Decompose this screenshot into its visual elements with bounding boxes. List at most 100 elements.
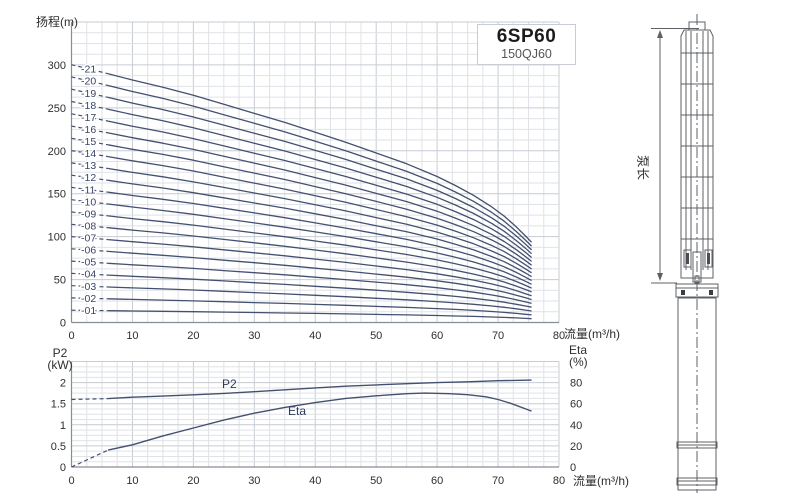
- head-curve-19: [107, 96, 533, 251]
- stage-curve-label: -12: [81, 172, 96, 184]
- stage-curve-label: -15: [81, 136, 96, 148]
- p2-curve: [108, 379, 532, 400]
- power-tick-label: 0: [60, 462, 66, 474]
- power-axis-title: P2: [52, 346, 68, 360]
- main-x-tick-label: 50: [370, 330, 382, 342]
- p2-curve-dashed: [71, 398, 109, 401]
- head-curve-dashed-01: [71, 309, 109, 312]
- eta-curve-label: Eta: [288, 404, 307, 418]
- efficiency-tick-label: 20: [570, 441, 582, 453]
- bottom-x-tick-label: 60: [431, 475, 443, 487]
- head-curve-dashed-18: [71, 100, 109, 110]
- head-curve-dashed-17: [71, 113, 109, 122]
- head-curve-dashed-04: [71, 272, 109, 276]
- model-name: 6SP60: [496, 26, 557, 47]
- stage-curve-label: -14: [81, 148, 96, 160]
- main-x-axis-title: 流量(m³/h): [564, 327, 620, 341]
- head-curve-dashed-16: [71, 125, 109, 134]
- model-alt-name: 150QJ60: [501, 47, 552, 61]
- pump-length-dimension: [651, 28, 699, 284]
- head-curve-dashed-12: [71, 174, 109, 181]
- bottom-x-axis-title: 流量(m³/h): [573, 474, 629, 488]
- main-y-tick-label: 250: [48, 103, 66, 115]
- head-curve-13: [107, 167, 532, 274]
- head-curve-14: [107, 155, 532, 270]
- main-x-tick-label: 40: [309, 330, 321, 342]
- main-y-axis-title: 扬程(m): [36, 15, 78, 29]
- stage-curve-label: -06: [81, 245, 96, 257]
- stage-curve-label: -02: [81, 293, 96, 305]
- main-x-tick-label: 30: [248, 330, 260, 342]
- stage-curve-label: -05: [81, 257, 96, 269]
- main-x-tick-label: 80: [553, 330, 565, 342]
- main-y-tick-label: 100: [48, 232, 66, 244]
- stage-curve-label: -17: [81, 112, 96, 124]
- head-curve-dashed-11: [71, 186, 109, 193]
- stage-curve-label: -08: [81, 220, 96, 232]
- head-curve-dashed-03: [71, 285, 109, 288]
- bottom-x-tick-label: 30: [248, 475, 260, 487]
- stage-curve-label: -03: [81, 281, 96, 293]
- head-curve-20: [107, 84, 533, 247]
- main-y-tick-label: 300: [48, 60, 66, 72]
- head-curve-dashed-09: [71, 211, 109, 217]
- head-curve-dashed-10: [71, 199, 109, 205]
- stage-curve-label: -11: [81, 184, 96, 196]
- efficiency-tick-label: 60: [570, 399, 582, 411]
- head-curve-dashed-06: [71, 248, 109, 252]
- head-curve-10: [108, 203, 532, 285]
- bottom-x-tick-label: 70: [492, 475, 504, 487]
- efficiency-tick-label: 40: [570, 420, 582, 432]
- p2-curve-label: P2: [222, 377, 237, 391]
- head-curve-17: [107, 120, 533, 258]
- head-curve-05: [108, 262, 532, 305]
- power-tick-label: 2: [60, 378, 66, 390]
- bottom-x-tick-label: 10: [126, 475, 138, 487]
- main-x-tick-label: 70: [492, 330, 504, 342]
- head-curve-dashed-02: [71, 297, 109, 300]
- efficiency-axis-title: Eta: [569, 343, 588, 357]
- eta-curve: [107, 392, 532, 451]
- eta-curve-dashed: [71, 449, 109, 468]
- main-y-tick-label: 50: [54, 275, 66, 287]
- pump-drawing: [651, 14, 719, 493]
- main-y-tick-label: 200: [48, 146, 66, 158]
- head-curve-04: [108, 274, 532, 308]
- efficiency-tick-label: 80: [570, 378, 582, 390]
- power-tick-label: 1.5: [51, 399, 66, 411]
- stage-curve-label: -16: [81, 124, 96, 136]
- bottom-x-tick-label: 0: [68, 475, 74, 487]
- head-curve-09: [108, 215, 532, 289]
- power-tick-label: 0.5: [51, 441, 66, 453]
- head-curve-dashed-07: [71, 236, 109, 241]
- main-x-tick-label: 0: [68, 330, 74, 342]
- head-curve-01: [108, 310, 532, 320]
- main-x-tick-label: 10: [126, 330, 138, 342]
- stage-curve-label: -13: [81, 160, 96, 172]
- head-curve-03: [108, 286, 532, 312]
- main-x-tick-label: 60: [431, 330, 443, 342]
- head-curve-dashed-14: [71, 150, 109, 158]
- stage-curve-label: -19: [81, 88, 96, 100]
- main-x-tick-label: 20: [187, 330, 199, 342]
- bottom-x-tick-label: 50: [370, 475, 382, 487]
- stage-curve-label: -18: [81, 100, 96, 112]
- head-curve-21: [107, 73, 533, 243]
- stage-curve-label: -09: [81, 208, 96, 220]
- stage-curve-label: -21: [81, 64, 96, 76]
- bottom-x-tick-label: 40: [309, 475, 321, 487]
- head-curve-dashed-15: [71, 137, 109, 146]
- efficiency-axis-unit: (%): [569, 355, 588, 369]
- bottom-x-tick-label: 80: [553, 475, 565, 487]
- model-title-box: 6SP60 150QJ60: [477, 24, 576, 65]
- stage-curve-label: -10: [81, 196, 96, 208]
- main-y-tick-label: 150: [48, 189, 66, 201]
- head-curve-11: [108, 191, 532, 282]
- head-curve-15: [107, 144, 532, 266]
- head-curve-08: [108, 227, 532, 293]
- head-curve-06: [108, 250, 532, 301]
- stage-curve-label: -07: [81, 233, 96, 245]
- main-y-tick-label: 0: [60, 318, 66, 330]
- head-curve-dashed-21: [71, 64, 109, 75]
